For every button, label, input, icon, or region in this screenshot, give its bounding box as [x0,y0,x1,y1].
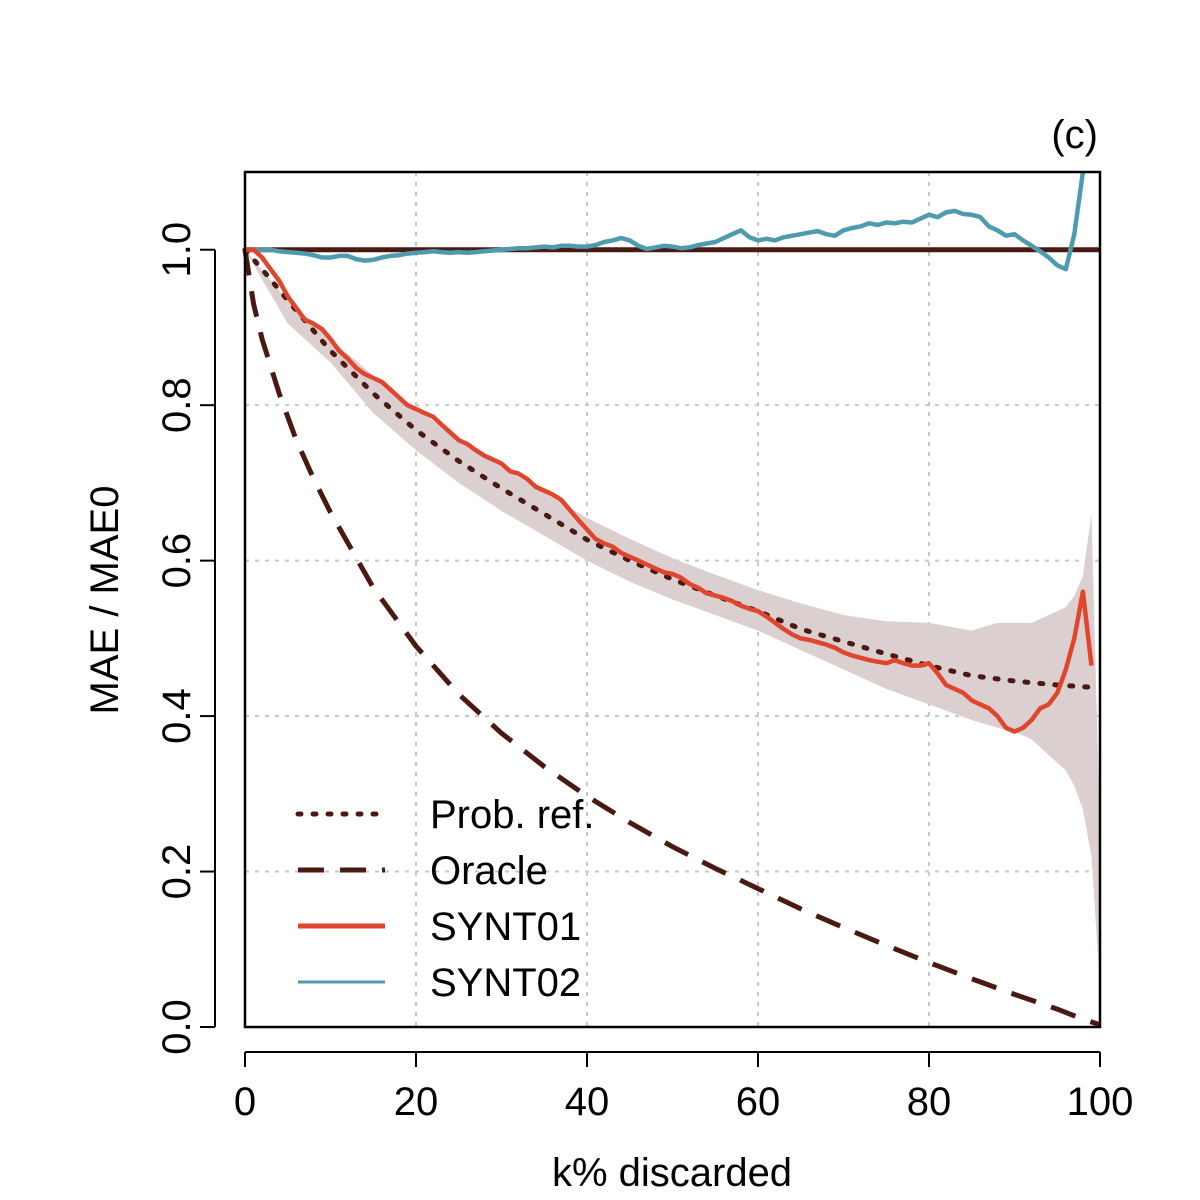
series-line-synt01 [245,247,1094,734]
legend-label: SYNT02 [430,961,581,1005]
x-tick-label: 80 [907,1080,952,1124]
prob-ref-band [245,249,1100,989]
y-tick-label: 0.0 [155,999,199,1055]
legend-label: Prob. ref. [430,793,595,837]
x-tick-label: 100 [1067,1080,1134,1124]
legend-label: SYNT01 [430,905,581,949]
legend-label: Oracle [430,849,548,893]
legend: Prob. ref. Oracle SYNT01 SYNT02 [295,793,595,1005]
series-line-synt02 [245,171,1086,272]
y-axis-title: MAE / MAE0 [83,486,127,715]
series-line-oracle [242,249,1101,1028]
panel-label: (c) [1051,113,1098,157]
y-tick-label: 0.4 [155,688,199,744]
y-tick-label: 1.0 [155,222,199,278]
x-axis-title: k% discarded [552,1151,792,1195]
x-tick-label: 40 [565,1080,610,1124]
series-layer [242,171,1101,1028]
y-tick-label: 0.8 [155,377,199,433]
series-line-prob-ref [242,247,1094,690]
plot-frame [243,170,1102,1029]
x-tick-label: 60 [736,1080,781,1124]
confidence-band-layer [245,249,1100,989]
y-tick-label: 0.6 [155,533,199,589]
y-tick-label: 0.2 [155,844,199,900]
x-tick-label: 0 [234,1080,256,1124]
axes-layer: 0 20 40 60 80 100 0.0 0.2 0.4 0.6 0.8 1.0 [155,222,1133,1124]
x-tick-label: 20 [394,1080,439,1124]
